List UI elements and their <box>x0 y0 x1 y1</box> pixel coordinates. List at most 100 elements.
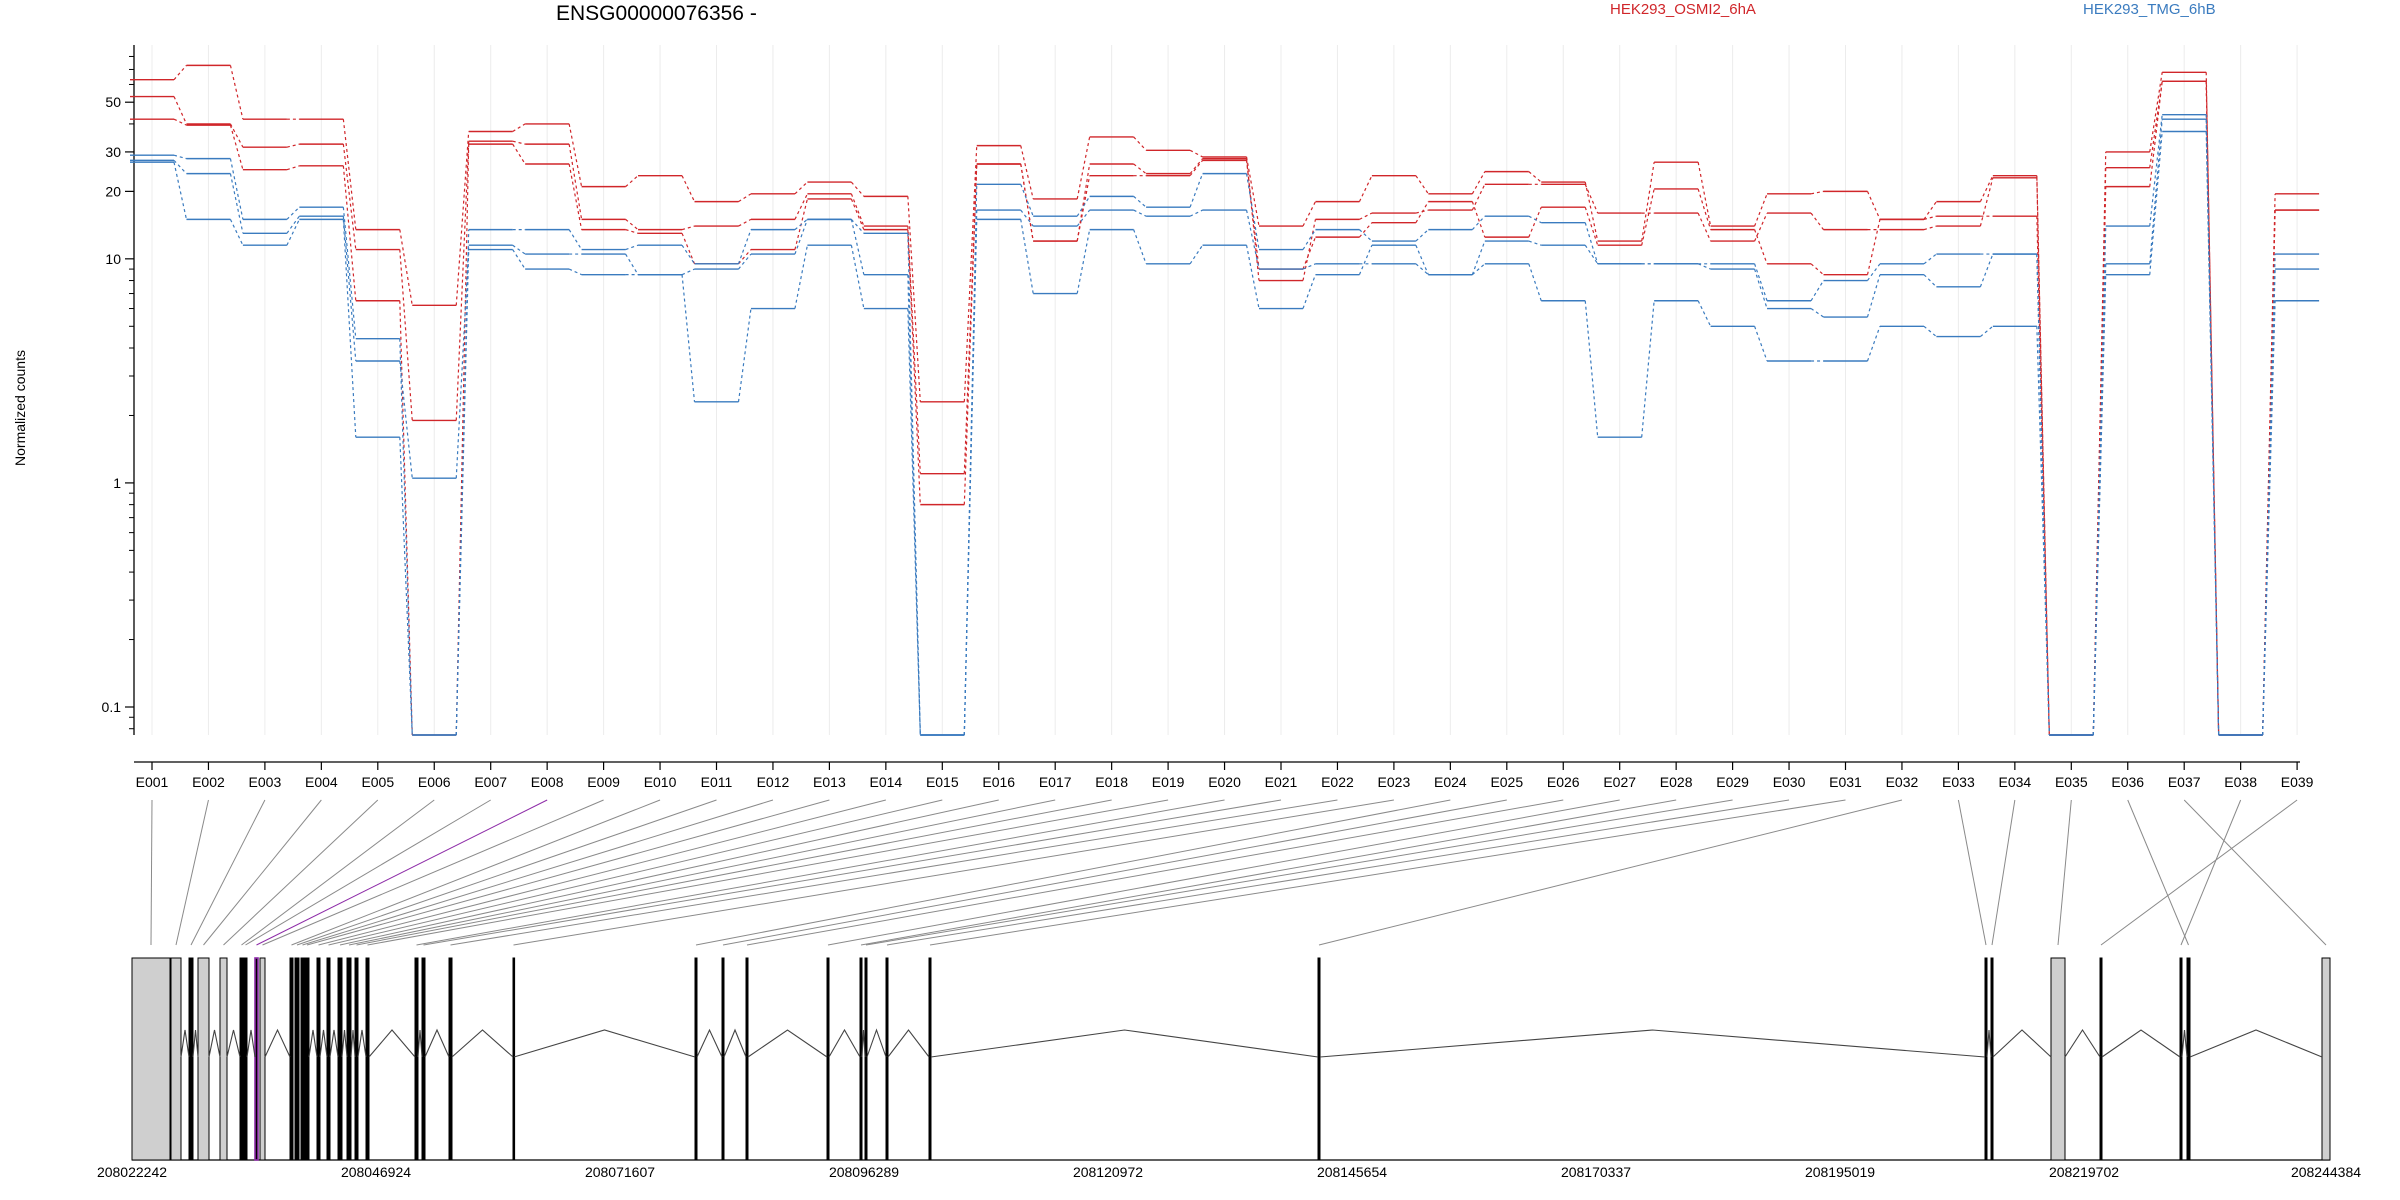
genomic-tick-label: 208219702 <box>2049 1164 2119 1180</box>
series-transition <box>1810 212 1824 230</box>
series-transition <box>1415 229 1429 242</box>
series-transition <box>1584 244 1599 265</box>
exon-box <box>170 957 182 1161</box>
x-tick-label: E031 <box>1829 774 1862 790</box>
series-transition <box>1584 181 1599 242</box>
series-transition <box>1923 325 1937 338</box>
x-tick-label: E001 <box>136 774 169 790</box>
series-transition <box>229 173 244 234</box>
x-tick-label: E038 <box>2224 774 2257 790</box>
y-tick-label: 1 <box>113 475 121 491</box>
series-transition <box>625 218 639 231</box>
genomic-tick-label: 208170337 <box>1561 1164 1631 1180</box>
series-transition <box>399 360 413 479</box>
series-transition <box>568 229 583 250</box>
series-transition <box>229 158 244 220</box>
intron-line <box>180 1029 190 1058</box>
series-transition <box>173 162 188 220</box>
x-tick-label: E021 <box>1265 774 1298 790</box>
intron-line <box>246 1029 256 1058</box>
series-transition <box>1245 160 1260 270</box>
exon-box <box>254 957 259 1161</box>
series-transition <box>2149 72 2163 153</box>
intron-line <box>2181 1029 2188 1058</box>
series-transition <box>2036 254 2050 736</box>
exon-connector <box>929 799 1846 946</box>
exon-box <box>2050 957 2066 1161</box>
series-transition <box>1133 163 1147 175</box>
series-transition <box>1076 209 1091 227</box>
exon-connector <box>291 799 661 946</box>
x-tick-label: E025 <box>1490 774 1523 790</box>
series-transition <box>568 144 583 220</box>
series-transition <box>455 245 470 479</box>
x-tick-label: E036 <box>2111 774 2144 790</box>
y-tick-label: 20 <box>105 183 121 199</box>
series-transition <box>1584 184 1599 214</box>
genomic-tick-label: 208096289 <box>829 1164 899 1180</box>
exon-connector <box>2183 799 2327 946</box>
x-tick-label: E009 <box>587 774 620 790</box>
series-transition <box>173 154 187 160</box>
exon-connector <box>256 799 548 946</box>
series-transition <box>229 219 244 246</box>
intron-line <box>930 1029 1319 1058</box>
series-transition <box>1754 263 1768 301</box>
exon-connector <box>348 799 1056 946</box>
exon-box <box>2099 957 2103 1161</box>
series-transition <box>1923 225 1937 231</box>
series-transition <box>1133 209 1147 217</box>
exon-connector <box>1957 799 1987 946</box>
series-transition <box>625 175 639 188</box>
x-tick-label: E037 <box>2168 774 2201 790</box>
exon-connector <box>2127 799 2189 946</box>
series-5 <box>130 130 2320 736</box>
series-transition <box>1641 300 1655 438</box>
series-transition <box>1415 175 1429 195</box>
intron-line <box>308 1029 318 1058</box>
series-transition <box>907 229 921 505</box>
intron-line <box>417 1029 423 1058</box>
exon-connector <box>262 799 604 946</box>
exon-connector <box>860 799 1677 946</box>
intron-line <box>341 1029 348 1058</box>
series-transition <box>1866 219 1881 275</box>
x-tick-label: E005 <box>361 774 394 790</box>
exon-connector <box>367 799 1169 946</box>
intron-line <box>1319 1029 1986 1058</box>
series-transition <box>737 308 752 402</box>
intron-line <box>368 1029 416 1058</box>
series-transition <box>512 249 526 270</box>
exon-connector <box>886 799 1790 946</box>
exon-connector <box>2180 799 2242 946</box>
series-transition <box>1923 274 1937 288</box>
x-tick-label: E028 <box>1660 774 1693 790</box>
x-tick-label: E007 <box>474 774 507 790</box>
exon-connector <box>1318 799 1903 946</box>
x-tick-label: E014 <box>869 774 902 790</box>
exon-box <box>197 957 210 1161</box>
x-tick-label: E026 <box>1547 774 1580 790</box>
series-transition <box>1358 175 1373 202</box>
exon-box <box>421 957 426 1161</box>
x-tick-label: E032 <box>1886 774 1919 790</box>
series-transition <box>963 145 978 402</box>
exon-box <box>188 957 194 1161</box>
chart-title: ENSG00000076356 - <box>556 2 757 25</box>
x-tick-label: E033 <box>1942 774 1975 790</box>
series-transition <box>2262 300 2276 736</box>
genomic-tick-label: 208195019 <box>1805 1164 1875 1180</box>
series-transition <box>1245 173 1260 250</box>
series-transition <box>963 163 978 505</box>
x-tick-label: E019 <box>1152 774 1185 790</box>
series-transition <box>1471 171 1486 195</box>
series-transition <box>681 225 695 231</box>
exon-connectors <box>150 799 2327 946</box>
series-transition <box>1754 193 1768 227</box>
series-transition <box>1697 300 1712 327</box>
genomic-tick-label: 208022242 <box>97 1164 167 1180</box>
series-transition <box>2092 274 2107 736</box>
intron-line <box>451 1029 514 1058</box>
series-transition <box>963 219 978 736</box>
